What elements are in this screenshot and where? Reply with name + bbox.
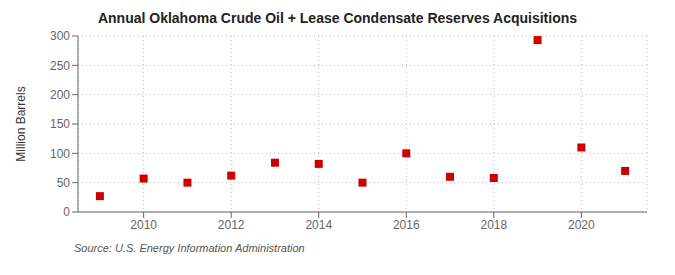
html-text:Annual Oklahoma Crude Oil + Le: Annual Oklahoma Crude Oil + Lease Conden… [97, 10, 578, 26]
svg-text:2010: 2010 [130, 218, 157, 232]
svg-text:Million Barrels: Million Barrels [14, 86, 28, 161]
svg-text:300: 300 [50, 29, 70, 43]
svg-text:2016: 2016 [393, 218, 420, 232]
svg-text:2020: 2020 [568, 218, 595, 232]
svg-text:2018: 2018 [480, 218, 507, 232]
svg-text:50: 50 [57, 176, 71, 190]
svg-text:2014: 2014 [305, 218, 332, 232]
svg-text:250: 250 [50, 59, 70, 73]
svg-text:100: 100 [50, 147, 70, 161]
svg-text:0: 0 [63, 205, 70, 219]
svg-text:150: 150 [50, 117, 70, 131]
svg-text:2012: 2012 [218, 218, 245, 232]
html-text:Source: U.S. Energy Informatio: Source: U.S. Energy Information Administ… [74, 242, 305, 254]
svg-text:200: 200 [50, 88, 70, 102]
